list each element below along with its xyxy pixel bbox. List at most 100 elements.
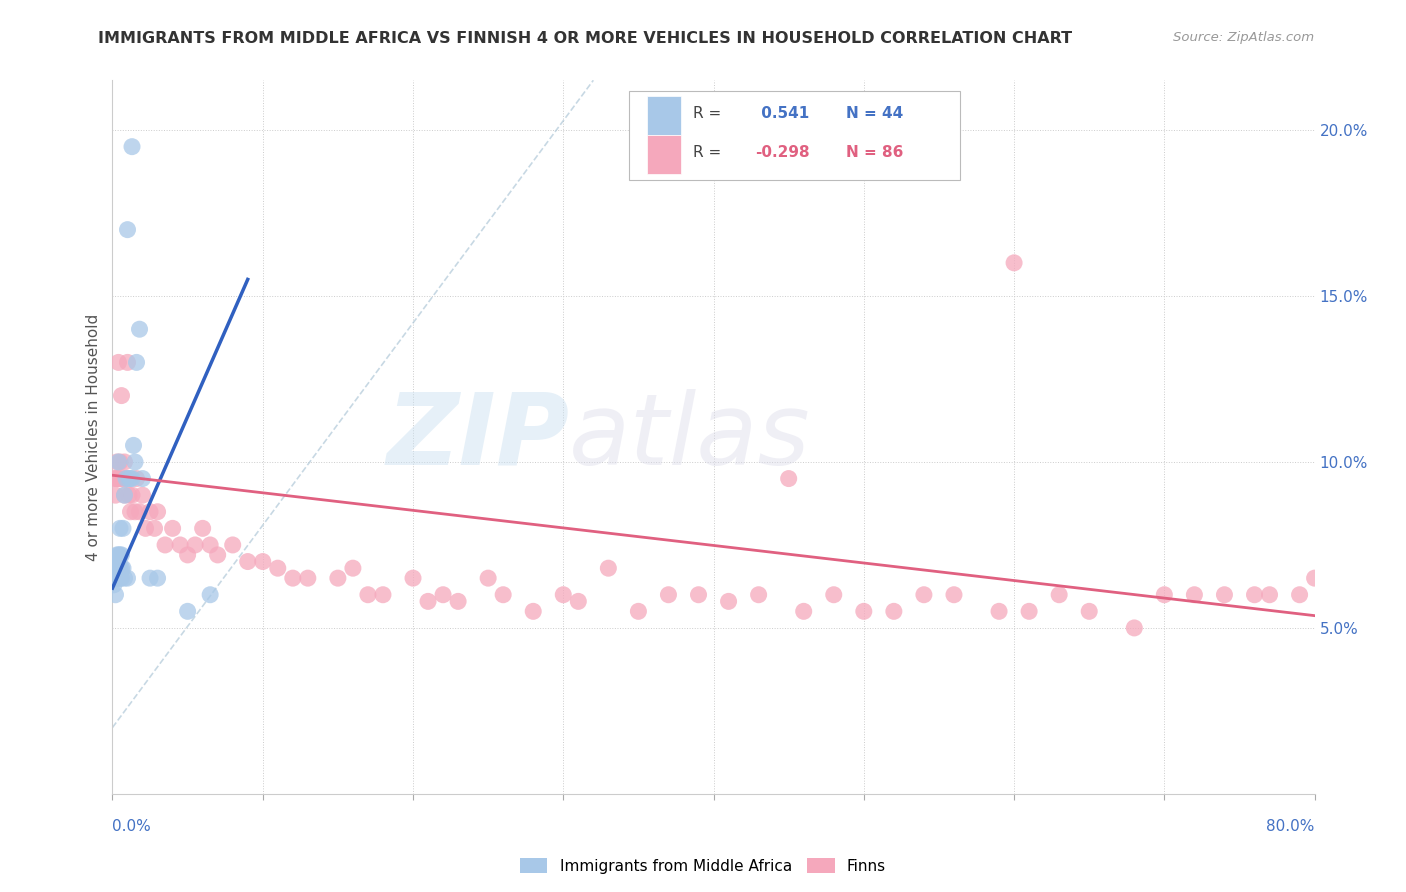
Point [108,472,131,486]
Point [184,538,207,552]
Point [198,538,221,552]
Point [1386,638,1406,652]
Point [115,472,138,486]
Point [447,594,470,608]
Point [146,571,169,585]
Point [1243,588,1265,602]
Point [169,538,191,552]
Point [1002,256,1025,270]
Point [117,571,139,585]
Point [105,555,128,569]
Point [108,561,131,575]
Point [117,222,139,236]
Point [115,472,138,486]
Point [114,571,136,585]
Point [432,588,454,602]
Point [104,588,127,602]
Text: -0.298: -0.298 [755,145,810,161]
Point [297,571,319,585]
Point [162,521,184,535]
Point [131,488,153,502]
Point [522,604,544,618]
Point [371,588,394,602]
Point [110,571,132,585]
Point [1348,604,1371,618]
Point [1018,604,1040,618]
Point [1303,571,1326,585]
Point [1393,654,1406,668]
Point [103,561,125,575]
Point [107,548,129,562]
Point [139,505,162,519]
Point [1333,588,1355,602]
Point [252,555,274,569]
Point [492,588,515,602]
Point [110,548,132,562]
Point [416,594,439,608]
Point [1364,604,1386,618]
Point [110,561,132,575]
Point [267,561,290,575]
Point [114,488,136,502]
Point [118,488,141,502]
Point [103,472,125,486]
Text: R =: R = [693,145,727,161]
Point [852,604,875,618]
Y-axis label: 4 or more Vehicles in Household: 4 or more Vehicles in Household [86,313,101,561]
Point [198,588,221,602]
Point [104,488,127,502]
Text: ZIP: ZIP [387,389,569,485]
Text: 0.541: 0.541 [755,106,808,121]
Point [105,561,128,575]
Point [883,604,905,618]
Text: R =: R = [693,106,727,121]
Point [107,472,129,486]
Point [124,505,146,519]
Point [222,538,245,552]
Point [107,355,129,369]
Point [104,561,127,575]
Point [988,604,1011,618]
Point [598,561,620,575]
Point [105,548,128,562]
Point [128,322,150,336]
Text: 80.0%: 80.0% [1267,819,1315,834]
FancyBboxPatch shape [630,91,960,180]
Point [111,521,134,535]
Point [107,455,129,469]
Point [627,604,650,618]
Point [104,571,127,585]
Point [657,588,679,602]
Point [1123,621,1146,635]
Point [114,455,136,469]
Point [176,548,198,562]
Point [121,488,143,502]
Point [1047,588,1070,602]
Point [107,561,129,575]
Point [111,472,134,486]
Point [108,521,131,535]
Point [342,561,364,575]
Point [131,472,153,486]
Point [912,588,935,602]
Point [118,472,141,486]
Point [357,588,380,602]
Point [717,594,740,608]
Point [120,472,142,486]
Point [105,472,128,486]
Text: atlas: atlas [569,389,811,485]
Point [107,571,129,585]
Point [567,594,589,608]
Point [103,578,125,592]
Point [114,488,136,502]
Point [236,555,259,569]
Point [125,355,148,369]
Point [153,538,176,552]
Bar [647,135,681,174]
Point [1258,588,1281,602]
Point [105,561,128,575]
Point [553,588,575,602]
Point [176,604,198,618]
Point [121,139,143,153]
Point [105,571,128,585]
